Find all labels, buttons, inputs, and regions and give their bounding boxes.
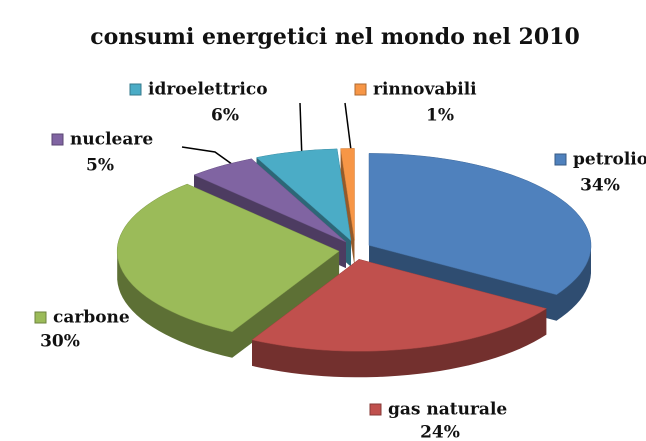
value-label: 5% <box>86 156 114 176</box>
leader-line <box>299 102 303 161</box>
value-label: 6% <box>211 106 239 126</box>
legend-swatch <box>34 311 47 324</box>
category-label: rinnovabili <box>373 80 477 100</box>
category-label: idroelettrico <box>148 80 268 100</box>
value-label: 24% <box>420 423 460 441</box>
slice <box>116 183 340 333</box>
chart-title: consumi energetici nel mondo nel 2010 <box>90 24 580 50</box>
slice <box>255 148 352 242</box>
category-label: carbone <box>53 308 130 328</box>
pie <box>116 148 592 378</box>
category-label: petrolio <box>573 150 646 170</box>
legend-swatch <box>129 83 142 96</box>
value-label: 34% <box>580 176 620 196</box>
category-label: gas naturale <box>388 400 507 420</box>
category-label: nucleare <box>70 130 153 150</box>
value-label: 1% <box>426 106 454 126</box>
legend-swatch <box>369 403 382 416</box>
value-label: 30% <box>40 332 80 352</box>
slice <box>368 153 592 295</box>
slice <box>251 259 548 352</box>
legend-swatch <box>354 83 367 96</box>
legend-swatch <box>51 133 64 146</box>
slice <box>193 158 347 243</box>
legend-swatch <box>554 153 567 166</box>
slice <box>340 148 355 241</box>
leader-line <box>181 146 237 168</box>
